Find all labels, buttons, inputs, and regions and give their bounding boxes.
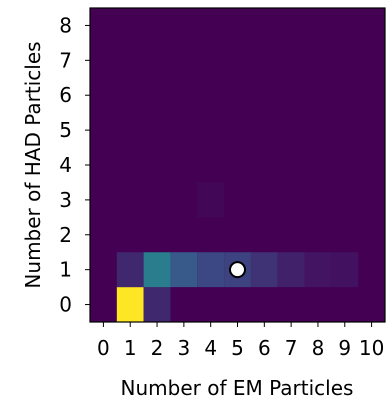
heatmap-cell	[143, 287, 171, 322]
heatmap-cell	[304, 252, 332, 288]
y-tick-label: 6	[59, 83, 72, 107]
heatmap-cell	[197, 252, 225, 288]
x-tick-label: 10	[359, 336, 384, 360]
y-tick-label: 7	[59, 48, 72, 72]
y-tick-label: 2	[59, 223, 72, 247]
y-tick-label: 3	[59, 188, 72, 212]
y-tick-label: 1	[59, 258, 72, 282]
marker-point	[229, 261, 246, 279]
heatmap-cell	[331, 252, 359, 288]
heatmap-cell	[197, 182, 225, 218]
y-tick-label: 4	[59, 153, 72, 177]
heatmap-cell	[116, 287, 144, 322]
x-tick-label: 9	[338, 336, 351, 360]
plot-area	[89, 7, 386, 323]
y-axis-ticks: 0 1 2 3 4 5 6 7 8	[59, 13, 90, 317]
x-tick-label: 0	[97, 336, 110, 360]
heatmap-cell	[250, 252, 278, 288]
y-axis-label: Number of HAD Particles	[21, 41, 45, 288]
x-tick-label: 3	[177, 336, 190, 360]
x-tick-label: 1	[124, 336, 137, 360]
x-axis-label: Number of EM Particles	[121, 376, 354, 400]
x-tick-label: 8	[312, 336, 325, 360]
x-tick-label: 6	[258, 336, 271, 360]
x-tick-label: 4	[204, 336, 217, 360]
y-tick-label: 8	[59, 13, 72, 37]
x-tick-label: 5	[231, 336, 244, 360]
x-axis-ticks: 0 1 2 3 4 5 6 7 8 9 10	[97, 322, 384, 360]
heatmap-cell	[116, 252, 144, 288]
y-tick-label: 0	[59, 293, 72, 317]
heatmap-cell	[170, 252, 198, 288]
x-tick-label: 2	[151, 336, 164, 360]
x-tick-label: 7	[285, 336, 298, 360]
y-tick-label: 5	[59, 118, 72, 142]
heatmap-cell	[277, 252, 305, 288]
heatmap-cell	[143, 252, 171, 288]
